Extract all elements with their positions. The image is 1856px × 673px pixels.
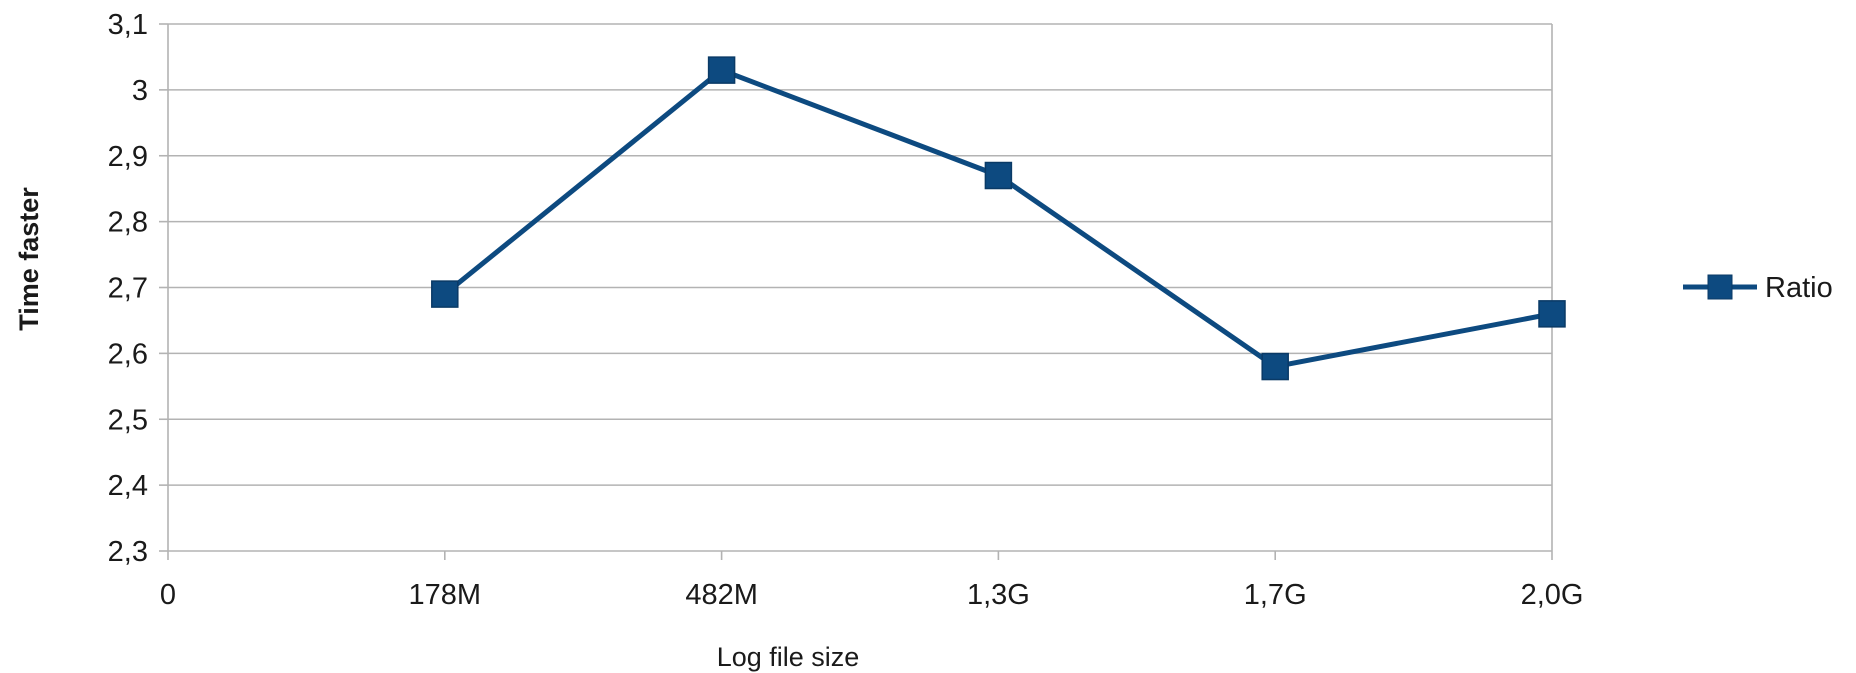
x-tick-label: 2,0G bbox=[1521, 579, 1584, 611]
legend-marker-swatch bbox=[1707, 274, 1733, 300]
axes bbox=[159, 23, 1553, 560]
x-tick-label: 1,3G bbox=[967, 579, 1030, 611]
legend-label-ratio: Ratio bbox=[1765, 272, 1833, 304]
y-tick-label: 3,1 bbox=[108, 9, 148, 41]
x-tick-label: 1,7G bbox=[1244, 579, 1307, 611]
data-point-178M bbox=[431, 280, 459, 308]
y-tick-label: 3 bbox=[132, 75, 148, 107]
y-tick-label: 2,7 bbox=[108, 273, 148, 305]
series-ratio bbox=[431, 56, 1566, 381]
x-tick-label: 0 bbox=[160, 579, 176, 611]
y-tick-label: 2,5 bbox=[108, 404, 148, 436]
data-point-1,3G bbox=[984, 161, 1013, 190]
gridlines bbox=[168, 23, 1552, 486]
y-tick-label: 2,8 bbox=[108, 207, 148, 239]
data-point-2,0G bbox=[1538, 300, 1566, 328]
x-tick-label: 178M bbox=[409, 579, 482, 611]
x-tick-labels: 0 178M 482M 1,3G 1,7G 2,0G bbox=[160, 579, 1584, 611]
data-point-482M bbox=[707, 56, 736, 84]
x-axis-title: Log file size bbox=[717, 642, 860, 672]
y-tick-label: 2,4 bbox=[108, 470, 148, 502]
y-tick-label: 2,6 bbox=[108, 338, 148, 370]
y-tick-labels: 2,3 2,4 2,5 2,6 2,7 2,8 2,9 3 3,1 bbox=[108, 9, 148, 568]
y-tick-label: 2,9 bbox=[108, 141, 148, 173]
y-tick-label: 2,3 bbox=[108, 536, 148, 568]
y-axis-title: Time faster bbox=[14, 187, 44, 331]
data-point-1,7G bbox=[1261, 352, 1289, 381]
series-line-ratio bbox=[443, 67, 1553, 370]
x-tick-label: 482M bbox=[685, 579, 758, 611]
legend: Ratio bbox=[1683, 272, 1833, 304]
